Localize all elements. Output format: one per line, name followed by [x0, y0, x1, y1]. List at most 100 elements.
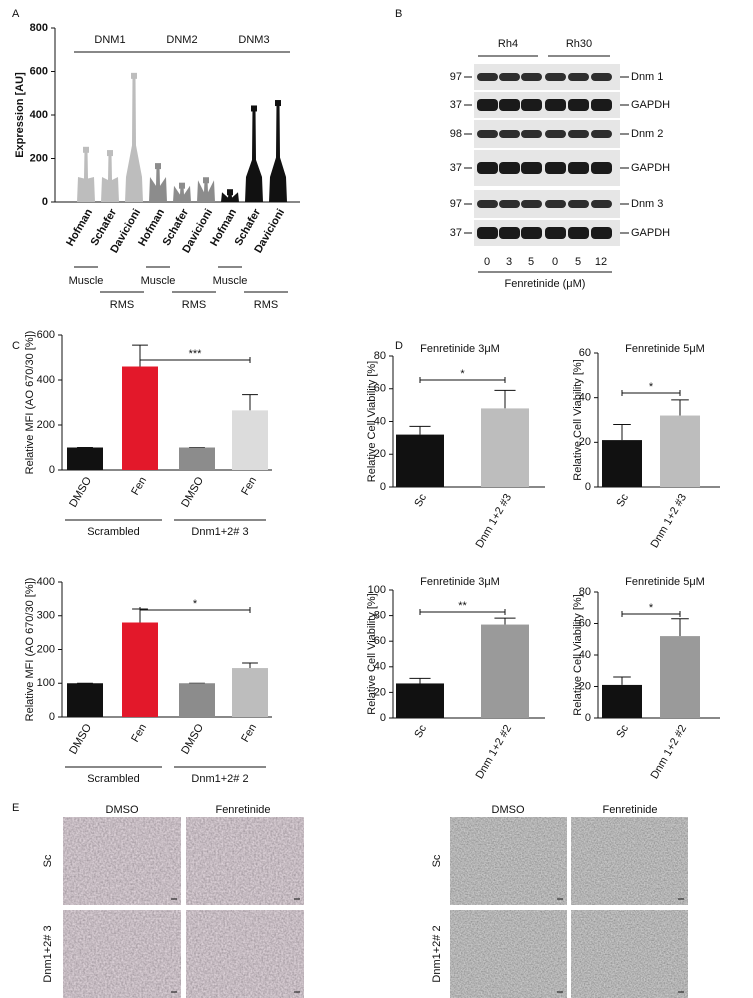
lane-label: 0 [552, 256, 558, 268]
y-tick-label: 20 [579, 680, 591, 692]
y-tick-label: 400 [30, 109, 48, 121]
violin [125, 75, 143, 202]
blot-band [545, 227, 566, 239]
blot-band [591, 99, 612, 111]
micrograph [571, 910, 688, 998]
panel-label: B [395, 8, 402, 20]
y-axis-label: Relative Cell Viability [%] [366, 361, 378, 482]
tissue-label: RMS [182, 299, 206, 311]
y-tick-label: 80 [374, 350, 386, 362]
x-tick-label: DMSO [179, 722, 206, 757]
y-tick-label: 60 [579, 617, 591, 629]
y-tick-label: 0 [380, 712, 386, 724]
violin-max [155, 163, 161, 170]
panel-label: E [12, 802, 19, 814]
lane-label: 0 [484, 256, 490, 268]
chart-title: Fenretinide 3μM [420, 343, 500, 355]
group-label: DNM3 [238, 34, 269, 46]
blot-band [568, 73, 589, 81]
violin [221, 192, 239, 202]
x-tick-label: Sc [614, 492, 631, 510]
y-tick-label: 60 [374, 383, 386, 395]
significance: * [649, 602, 654, 614]
blot-band [499, 73, 520, 81]
blot-band [545, 200, 566, 208]
micrograph [571, 817, 688, 905]
y-axis-label: Relative Cell Viability [%] [366, 593, 378, 714]
micrograph [63, 910, 181, 998]
violin-max [251, 105, 257, 112]
blot-band [545, 130, 566, 138]
x-tick-label: Dnm 1+2 #2 [649, 723, 690, 781]
bar [602, 684, 642, 718]
y-tick-label: 600 [30, 65, 48, 77]
blot-band [477, 73, 498, 81]
column-label: DMSO [106, 804, 139, 816]
x-tick-label: Fen [239, 722, 259, 744]
y-tick-label: 200 [30, 152, 48, 164]
violin [197, 180, 215, 202]
x-tick-label: Fen [129, 722, 149, 744]
blot-band [499, 200, 520, 208]
mw-marker: 97 [450, 71, 462, 83]
y-tick-label: 40 [579, 392, 591, 404]
group-label: Dnm1+2# 3 [191, 526, 248, 538]
micrograph [186, 910, 304, 998]
bar [660, 636, 700, 718]
violin-max [131, 72, 137, 79]
x-tick-label: DMSO [67, 475, 94, 510]
group-label: DNM2 [166, 34, 197, 46]
column-label: Fenretinide [602, 804, 657, 816]
y-tick-label: 40 [374, 415, 386, 427]
micrograph [63, 817, 181, 905]
significance: * [193, 598, 198, 610]
bar [179, 447, 215, 470]
bar [179, 683, 215, 717]
blot-band [545, 99, 566, 111]
mw-marker: 37 [450, 162, 462, 174]
blot-band [477, 130, 498, 138]
chart-title: Fenretinide 5μM [625, 576, 705, 588]
y-tick-label: 200 [37, 643, 55, 655]
blot-band [499, 99, 520, 111]
bar [481, 624, 529, 718]
mw-marker: 97 [450, 198, 462, 210]
violin [101, 153, 119, 202]
lane-label: 3 [506, 256, 512, 268]
x-tick-label: DMSO [67, 722, 94, 757]
violin-max [107, 150, 113, 157]
y-tick-label: 0 [585, 712, 591, 724]
y-tick-label: 0 [49, 711, 55, 723]
x-tick-label: Sc [412, 723, 429, 741]
group-label: DNM1 [94, 34, 125, 46]
blot-band [521, 162, 542, 174]
y-tick-label: 20 [374, 448, 386, 460]
row-label: Sc [42, 854, 54, 867]
y-tick-label: 20 [579, 436, 591, 448]
blot-band [568, 200, 589, 208]
cell-line-label: Rh30 [566, 38, 592, 50]
y-axis-label: Relative Cell Viability [%] [572, 359, 584, 480]
row-label: Dnm1+2# 2 [431, 925, 443, 982]
mw-marker: 37 [450, 99, 462, 111]
y-axis-label: Expression [AU] [14, 72, 26, 158]
y-tick-label: 0 [49, 464, 55, 476]
x-tick-label: Fen [129, 475, 149, 497]
blot-band [477, 162, 498, 174]
violin [173, 185, 191, 202]
bar [481, 408, 529, 487]
tissue-label: RMS [110, 299, 134, 311]
cell-line-label: Rh4 [498, 38, 518, 50]
blot-band [591, 162, 612, 174]
row-label: Dnm1+2# 3 [42, 925, 54, 982]
lane-label: 12 [595, 256, 607, 268]
mw-marker: 37 [450, 227, 462, 239]
blot-band [591, 73, 612, 81]
blot-row-label: GAPDH [631, 99, 670, 111]
y-tick-label: 0 [42, 196, 48, 208]
bar [67, 683, 103, 717]
x-tick-label: Sc [614, 723, 631, 741]
blot-row-label: Dnm 3 [631, 198, 663, 210]
group-label: Scrambled [87, 773, 140, 785]
